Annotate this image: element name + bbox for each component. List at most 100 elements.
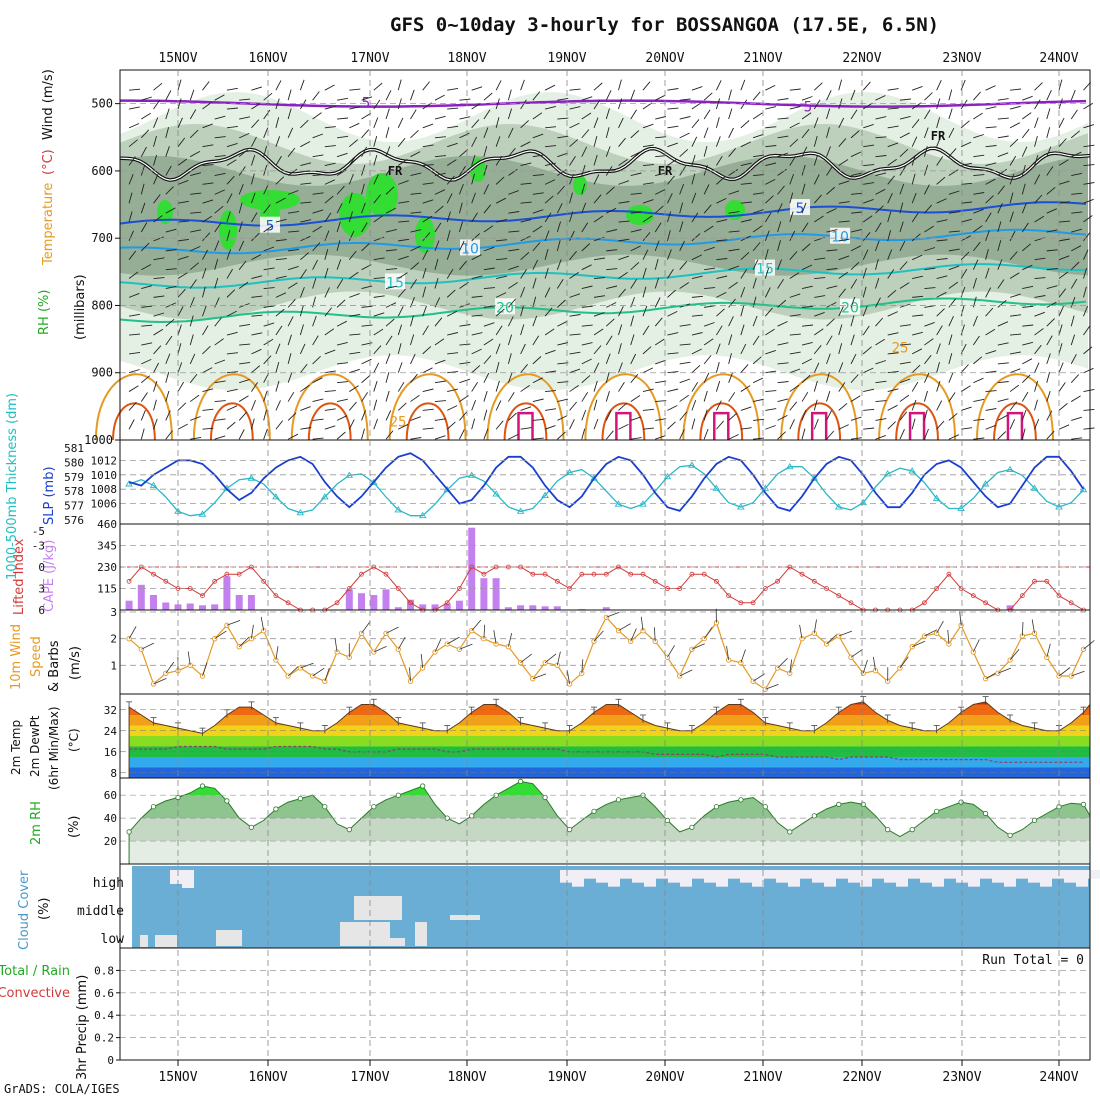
cape-bar [223,576,231,610]
wind-barb [299,269,307,279]
wind-barb [287,89,292,101]
top-date-label: 17NOV [350,51,389,66]
slp-ytick-label: 1012 [91,454,118,467]
wind-barb [202,164,214,166]
rh2m-point [566,826,573,833]
wind-barb [263,109,271,120]
wind-barb [642,346,652,355]
wind-barb [997,279,1005,289]
lifted-index-point [848,600,854,606]
precip-ytick-label: 0.6 [94,987,114,1000]
wind-barb [177,238,189,242]
wind10-barb [420,654,424,669]
wind-barb [912,85,923,91]
rh-high-blob [573,175,587,195]
lifted-index-point [836,593,842,599]
wind-barb [667,175,675,185]
wind-barb [202,408,214,411]
wind-barb [728,281,738,289]
wind-barb [153,174,159,185]
wind-barb [997,152,1009,158]
wind-barb [899,324,911,327]
wind-barb [1071,416,1082,421]
wind-barb [520,141,531,148]
wind-barb [838,306,844,317]
wind-barb [875,317,884,327]
wind-barb [924,92,933,101]
wind-barb [434,258,439,270]
wind-barb [1058,403,1068,411]
wind-barb [691,173,696,185]
wind-barb [483,409,488,421]
wind-barb [777,279,784,289]
rh2m-point [273,806,279,812]
wind-barb [1022,324,1034,327]
wind10-barb [532,673,547,680]
wind-barb [973,112,983,120]
wind-barb [238,429,245,440]
wind10-barb [1058,667,1071,677]
wind-barb [838,180,850,185]
wind-barb [899,221,904,233]
temp-contour-30 [895,402,939,441]
wind-barb [924,204,933,214]
wind-barb [544,179,556,185]
wind-barb [728,434,739,440]
wind-barb [789,293,801,298]
wind-barb [569,192,573,204]
wind10-label-3: & Barbs [47,640,62,692]
cape-ytick-label: 230 [97,561,117,574]
wind-barb [373,82,383,91]
wind-barb [875,338,885,346]
wind-barb [324,267,329,279]
wind-barb [605,108,610,120]
thickness-point [247,474,256,481]
wind-barb [373,277,385,279]
wind-barb [275,258,287,261]
wind-barb [593,312,605,317]
wind-barb [410,373,418,384]
wind-barb [826,268,838,271]
li-ytick-label: 6 [38,604,45,617]
wind-barb [850,334,855,346]
wind-barb [508,433,519,440]
wind-barb [875,136,887,139]
wind-barb [973,437,985,440]
lifted-index-point [738,600,744,606]
lifted-index-point [983,600,988,606]
wind-barb [544,328,555,336]
wind-barb [863,123,874,129]
wind-barb [863,164,875,166]
cape-ytick-label: 460 [97,518,117,531]
cloud-high-clear [584,870,596,879]
wind-barb [850,395,861,402]
wind-barb [1071,151,1082,158]
thickness-ytick-label: 576 [64,514,84,527]
wind-barb [471,212,478,223]
wind-barb [1009,138,1019,148]
wind-barb [704,305,716,308]
wind-barb [557,381,569,384]
wind-barb [630,334,635,346]
wind10-barb [238,636,250,647]
wind-barb [642,123,654,129]
wind-barb [190,416,201,421]
wind-barb [177,255,189,261]
wind-barb [960,251,970,261]
wind-barb [605,318,615,327]
cloud-level-middle: middle [77,904,124,919]
wind-barb [140,183,145,195]
wind-barb [496,239,508,242]
wind-barb [544,195,554,204]
wind-barb [275,239,287,242]
wind-barb [581,409,587,421]
wind-barb [507,353,512,365]
wind-barb [520,385,530,392]
wind-barb [973,418,985,421]
wind-barb [373,99,381,110]
rh2m-point [713,804,720,810]
wind-barb [973,377,984,384]
wind-barb [789,384,800,392]
thickness-point [1030,484,1039,491]
wind-barb [911,102,922,110]
